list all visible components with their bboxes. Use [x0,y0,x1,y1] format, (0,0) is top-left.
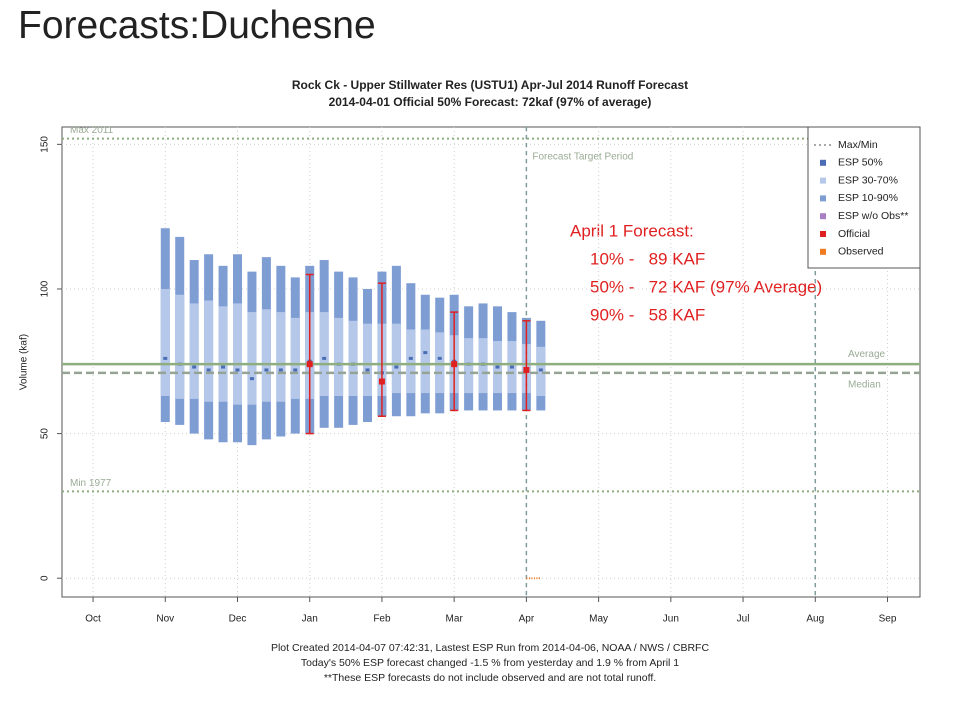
target-label: Forecast Target Period [532,152,633,163]
chart-title: Rock Ck - Upper Stillwater Res (USTU1) A… [292,78,688,92]
esp-range [175,294,185,399]
esp-median [495,365,500,369]
reference-label: Min 1977 [70,478,112,489]
legend-swatch [820,177,826,184]
x-tick-label: Jan [302,614,318,625]
x-tick-label: Sep [879,614,897,625]
x-tick-label: Jun [663,614,679,625]
esp-range [363,323,372,396]
legend-label: ESP 30-70% [838,174,898,186]
y-tick-label: 50 [40,428,51,440]
official-point [378,378,385,385]
esp-median [509,365,514,369]
legend-swatch [820,213,826,220]
esp-median [394,365,399,369]
esp-range [247,312,257,405]
official-point [451,361,458,368]
legend-swatch [820,159,826,166]
esp-range [233,303,242,405]
esp-median [322,356,327,360]
official-point [523,366,530,373]
legend-label: ESP w/o Obs** [838,210,908,222]
y-tick-label: 0 [40,575,51,581]
legend-label: ESP 10-90% [838,192,898,204]
x-tick-label: Feb [373,614,391,625]
esp-range [160,288,170,396]
plot-frame [61,126,921,598]
annotation: 50% - 72 KAF (97% Average) [590,277,822,296]
esp-median [192,365,197,369]
esp-median [206,368,211,372]
legend-box [807,126,921,269]
esp-range [261,309,271,402]
esp-range [204,300,214,402]
esp-median [365,368,370,372]
y-tick-label: 150 [40,136,51,153]
legend-swatch [820,195,826,202]
footer: Today's 50% ESP forecast changed -1.5 % … [301,657,679,669]
esp-median [408,356,413,360]
esp-range [319,312,329,396]
esp-range [218,306,228,402]
y-axis-label: Volume (kaf) [19,334,30,390]
x-tick-label: Oct [85,614,101,625]
esp-range [391,323,401,394]
esp-range [334,317,344,396]
esp-range [435,332,445,394]
x-tick-label: Aug [806,614,824,625]
x-tick-label: Apr [519,614,535,625]
esp-range [276,312,286,402]
reference-label: Max 2011 [70,125,114,136]
esp-median [249,377,254,381]
annotation: April 1 Forecast: [570,221,694,240]
esp-range [189,303,199,399]
esp-median [235,368,240,372]
legend-swatch [820,231,826,237]
y-tick-label: 100 [40,280,51,297]
esp-median [163,356,168,360]
chart-subtitle: 2014-04-01 Official 50% Forecast: 72kaf … [329,95,652,109]
esp-median [437,356,442,360]
official-point [306,361,313,368]
x-tick-label: Jul [737,614,750,625]
reference-label: Median [848,379,881,390]
esp-median [538,368,543,372]
legend-label: ESP 50% [838,157,883,169]
esp-range [420,329,430,394]
x-tick-label: Dec [229,614,247,625]
x-tick-label: Mar [446,614,464,625]
esp-median [278,368,283,372]
footer: **These ESP forecasts do not include obs… [324,672,656,684]
annotation: 90% - 58 KAF [590,305,705,324]
slide-title: Forecasts:Duchesne [18,4,376,47]
x-tick-label: May [589,614,608,625]
legend-label: Official [838,228,870,240]
esp-range [406,329,416,394]
footer: Plot Created 2014-04-07 07:42:31, Lastes… [271,642,710,654]
legend-swatch [820,248,826,255]
annotation: 10% - 89 KAF [590,249,705,268]
x-tick-label: Nov [156,614,174,625]
esp-range [290,317,300,399]
legend-label: Max/Min [838,139,878,151]
esp-range [348,320,358,396]
esp-median [221,365,226,369]
esp-median [423,351,428,355]
esp-median [293,368,298,372]
reference-label: Average [848,349,886,360]
esp-median [264,368,269,372]
legend-label: Observed [838,246,884,258]
